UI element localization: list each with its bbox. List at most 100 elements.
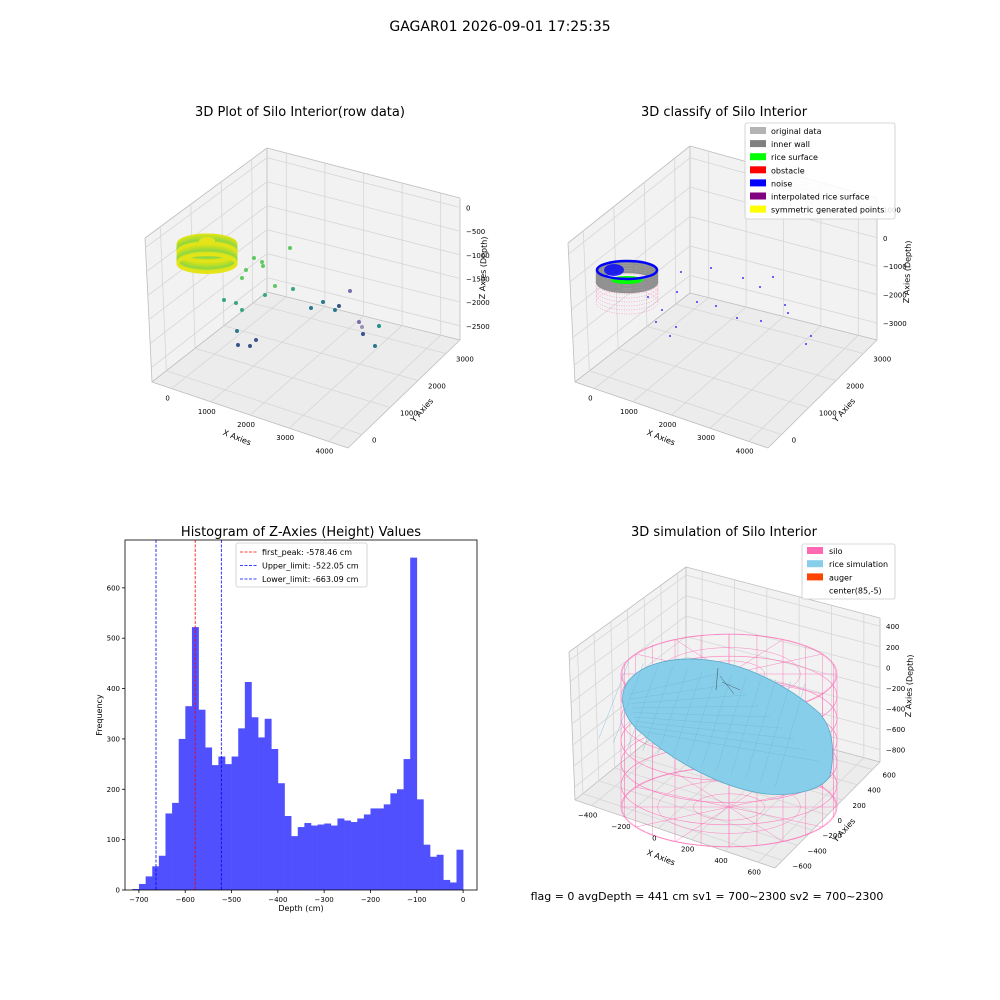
x-tick-label: −200 — [361, 896, 380, 904]
scatter-point — [234, 301, 238, 305]
x-tick-label: −100 — [407, 896, 426, 904]
histogram-bar — [218, 756, 226, 890]
noise-cluster — [604, 264, 624, 276]
x-tick-label: 0 — [588, 395, 592, 403]
histogram-bar — [304, 823, 312, 890]
x-tick-label: 2000 — [659, 421, 677, 429]
legend-swatch — [750, 127, 766, 134]
auger-line — [719, 675, 735, 695]
z-tick-label: 0 — [886, 664, 890, 672]
rice-mesh-line — [657, 668, 688, 755]
scatter-point — [248, 344, 252, 348]
rice-mesh-line — [632, 712, 771, 718]
scatter-point — [261, 264, 265, 268]
grid-line-y — [646, 325, 837, 381]
y-tick-label: −200 — [823, 832, 842, 840]
rice-mesh-line — [629, 683, 735, 700]
scatter-point — [273, 284, 277, 288]
grid-line-y-back — [643, 182, 648, 327]
noise-point — [680, 271, 682, 273]
grid-line-x — [671, 316, 784, 416]
scatter-point — [252, 256, 256, 260]
histogram-bar — [145, 876, 153, 890]
y-tick-label: 2000 — [846, 383, 864, 391]
rice-mesh-line — [775, 683, 806, 787]
pane-edge — [144, 147, 268, 239]
scatter-point — [235, 329, 239, 333]
scatter-point — [361, 332, 365, 336]
legend-swatch — [750, 140, 766, 148]
legend-frame — [235, 542, 368, 588]
raw-3d-zlabel: Z Axies (Depth) — [478, 236, 489, 299]
histogram-xlabel: Depth (cm) — [278, 904, 323, 913]
grid-line-x — [288, 325, 403, 429]
histogram-bar — [271, 748, 279, 890]
legend-swatch — [750, 179, 766, 187]
simulation-3d-xlabel: X Axies — [646, 848, 677, 867]
histogram-bar — [363, 814, 371, 890]
grid-line-z-left — [149, 253, 268, 344]
y-tick-label: 200 — [107, 786, 120, 794]
y-tick-label: 3000 — [873, 356, 891, 364]
histogram-title: Histogram of Z-Axies (Height) Values — [181, 525, 421, 540]
pane-edge — [574, 292, 691, 383]
grid-line-z — [266, 181, 461, 232]
y-tick-label: −600 — [793, 862, 812, 870]
grid-line-y — [589, 370, 782, 435]
raw-3d-floor-pane — [152, 292, 460, 448]
z-tick-label: 400 — [886, 623, 899, 631]
rice-mesh-line — [613, 663, 644, 743]
noise-point — [676, 291, 678, 293]
histogram-y-ticks: 0 100 200 300 400 500 600 — [107, 584, 125, 895]
z-tick-label: −1000 — [883, 263, 907, 271]
silo-spoke — [674, 806, 730, 842]
x-tick-label: 0 — [165, 395, 169, 403]
noise-point — [784, 304, 786, 306]
y-tick-label: 1000 — [400, 410, 418, 418]
noise-point — [647, 296, 649, 298]
y-tick-label: 0 — [838, 817, 842, 825]
interp-ring — [595, 273, 659, 299]
grid-line-z — [689, 274, 878, 324]
silo-spoke — [728, 806, 823, 828]
grid-line-y — [598, 780, 798, 846]
grid-line-y-back — [610, 621, 616, 768]
histogram-bar — [172, 802, 180, 890]
grid-line-x — [171, 296, 287, 389]
legend-frame — [801, 543, 896, 600]
histogram-bar — [443, 879, 451, 890]
classify-3d-xlabel: X Axies — [646, 428, 677, 447]
grid-line-y-back — [159, 226, 167, 371]
y-tick-label: 3000 — [456, 356, 474, 364]
grid-line-z — [685, 595, 881, 648]
z-tick-label: 0 — [883, 235, 887, 243]
z-tick-label: −400 — [886, 706, 905, 714]
scatter-point — [360, 325, 364, 329]
histogram-bar — [430, 856, 437, 890]
legend-label: auger — [829, 573, 853, 582]
rice-mesh-line — [598, 661, 629, 739]
raw-3d-grid — [144, 147, 461, 449]
rice-mesh-line — [630, 694, 747, 704]
rice-mesh-line — [627, 665, 659, 747]
simulation-3d-legend: silo rice simulation auger center(85,-5) — [801, 543, 896, 600]
legend-label: original data — [771, 127, 822, 136]
pane-edge — [567, 242, 576, 383]
ring-top — [199, 237, 215, 245]
x-tick-label: 1000 — [198, 408, 216, 416]
noise-point — [787, 312, 789, 314]
legend-frame — [744, 122, 896, 220]
scatter-point — [309, 306, 313, 310]
pane-edge — [151, 291, 268, 383]
y-tick-label: 200 — [853, 802, 866, 810]
x-tick-label: 200 — [681, 846, 694, 854]
grid-line-z-left — [573, 275, 691, 366]
simulation-3d-x-ticks: −400 −200 0 200 400 600 — [578, 812, 761, 877]
raw-3d-y-ticks: 0 1000 2000 3000 — [372, 356, 474, 445]
noise-ring — [595, 259, 659, 281]
raw-3d-title: 3D Plot of Silo Interior(row data) — [195, 105, 405, 120]
grid-line-y — [675, 303, 864, 354]
grid-line-x — [328, 334, 441, 442]
noise-point — [710, 267, 712, 269]
